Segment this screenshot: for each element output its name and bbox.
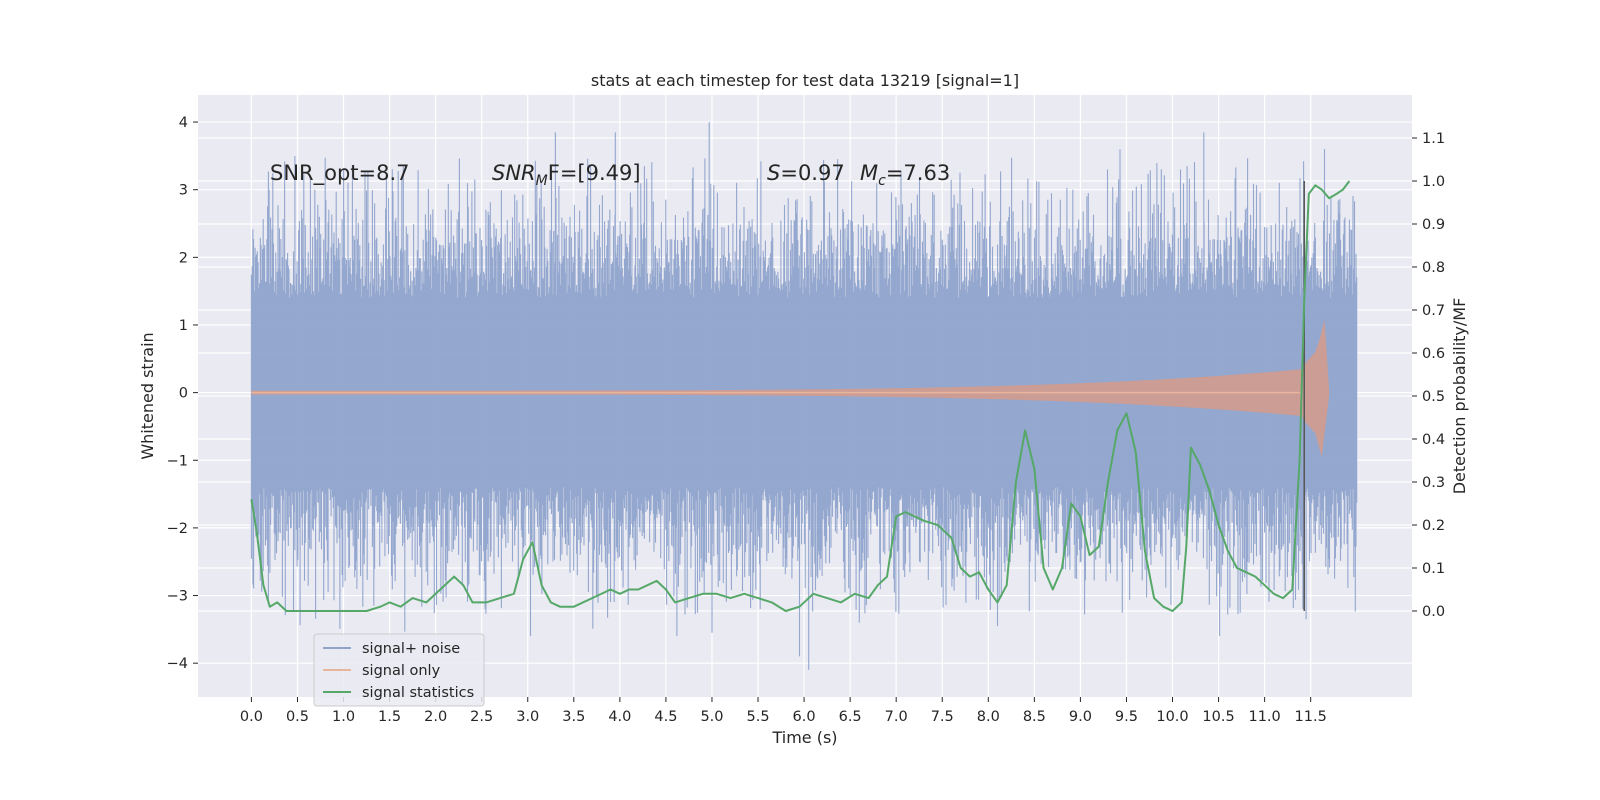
x-tick-label: 2.5 bbox=[470, 709, 493, 725]
y-left-tick-label: −2 bbox=[167, 521, 188, 537]
legend-label-signal-noise: signal+ noise bbox=[362, 641, 460, 657]
x-tick-label: 6.5 bbox=[839, 709, 862, 725]
x-tick-label: 3.5 bbox=[562, 709, 585, 725]
legend: signal+ noise signal only signal statist… bbox=[313, 633, 485, 707]
x-tick-label: 8.5 bbox=[1023, 709, 1046, 725]
x-axis-ticks: 0.0 0.5 1.0 1.5 2.0 2.5 3.0 3.5 4.0 4.5 5.0 5.5 6.0 6… bbox=[240, 697, 1327, 725]
x-tick-label: 5.0 bbox=[700, 709, 723, 725]
y-right-tick-label: 0.2 bbox=[1422, 518, 1445, 534]
x-tick-label: 3.0 bbox=[516, 709, 539, 725]
y-left-axis-ticks: −4 −3 −2 −1 0 1 2 3 4 bbox=[167, 115, 198, 672]
x-tick-label: 5.5 bbox=[746, 709, 769, 725]
y-right-tick-label: 0.0 bbox=[1422, 604, 1445, 620]
x-tick-label: 11.5 bbox=[1295, 709, 1327, 725]
y-right-tick-label: 0.1 bbox=[1422, 561, 1445, 577]
y-left-tick-label: −1 bbox=[167, 453, 188, 469]
x-tick-label: 8.0 bbox=[977, 709, 1000, 725]
x-tick-label: 6.0 bbox=[793, 709, 816, 725]
annotation-snr-mf: SNRMF=[9.49] bbox=[492, 161, 641, 189]
y-right-tick-label: 0.8 bbox=[1422, 260, 1445, 276]
x-tick-label: 4.0 bbox=[608, 709, 631, 725]
x-tick-label: 10.0 bbox=[1156, 709, 1188, 725]
legend-box bbox=[313, 633, 485, 707]
x-tick-label: 1.5 bbox=[378, 709, 401, 725]
x-tick-label: 0.5 bbox=[286, 709, 309, 725]
x-tick-label: 9.5 bbox=[1115, 709, 1138, 725]
y-right-tick-label: 0.6 bbox=[1422, 346, 1445, 362]
y-left-tick-label: −3 bbox=[167, 589, 188, 605]
legend-label-signal-only: signal only bbox=[362, 663, 441, 679]
x-tick-label: 0.0 bbox=[240, 709, 263, 725]
annotation-snr-opt: SNR_opt=8.7 bbox=[270, 161, 410, 186]
signal-statistics-line bbox=[250, 180, 1351, 612]
y-right-axis-ticks: 0.0 0.1 0.2 0.3 0.4 0.5 0.6 0.7 0.8 0.9 1.0 1.1 bbox=[1412, 131, 1445, 620]
x-tick-label: 7.5 bbox=[931, 709, 954, 725]
y-left-tick-label: −4 bbox=[167, 656, 188, 672]
y-left-tick-label: 0 bbox=[179, 386, 188, 402]
y-left-tick-label: 1 bbox=[179, 318, 188, 334]
x-tick-label: 1.0 bbox=[332, 709, 355, 725]
annotation-s: S=0.97 bbox=[767, 161, 845, 185]
x-tick-label: 4.5 bbox=[654, 709, 677, 725]
y-right-tick-label: 0.4 bbox=[1422, 432, 1445, 448]
y-right-tick-label: 0.7 bbox=[1422, 303, 1445, 319]
x-axis-label: Time (s) bbox=[771, 728, 837, 747]
x-tick-label: 9.0 bbox=[1069, 709, 1092, 725]
y-left-tick-label: 2 bbox=[179, 250, 188, 266]
y-right-tick-label: 0.3 bbox=[1422, 475, 1445, 491]
y-left-tick-label: 4 bbox=[179, 115, 188, 131]
y-left-axis-label: Whitened strain bbox=[138, 332, 157, 459]
x-tick-label: 11.0 bbox=[1248, 709, 1280, 725]
x-tick-label: 10.5 bbox=[1202, 709, 1234, 725]
y-right-tick-label: 1.0 bbox=[1422, 174, 1445, 190]
signal-only-envelope bbox=[251, 319, 1330, 457]
x-tick-label: 2.0 bbox=[424, 709, 447, 725]
y-right-tick-label: 1.1 bbox=[1422, 131, 1445, 147]
chart-title: stats at each timestep for test data 132… bbox=[591, 71, 1019, 90]
y-right-tick-label: 0.9 bbox=[1422, 217, 1445, 233]
annotation-mc: Mc=7.63 bbox=[860, 161, 950, 189]
x-tick-label: 7.0 bbox=[885, 709, 908, 725]
y-right-axis-label: Detection probability/MF bbox=[1450, 298, 1469, 495]
series-signal-only bbox=[251, 319, 1330, 457]
legend-label-signal-statistics: signal statistics bbox=[362, 685, 474, 701]
series-signal-statistics bbox=[250, 180, 1351, 612]
y-right-tick-label: 0.5 bbox=[1422, 389, 1445, 405]
y-left-tick-label: 3 bbox=[179, 183, 188, 199]
